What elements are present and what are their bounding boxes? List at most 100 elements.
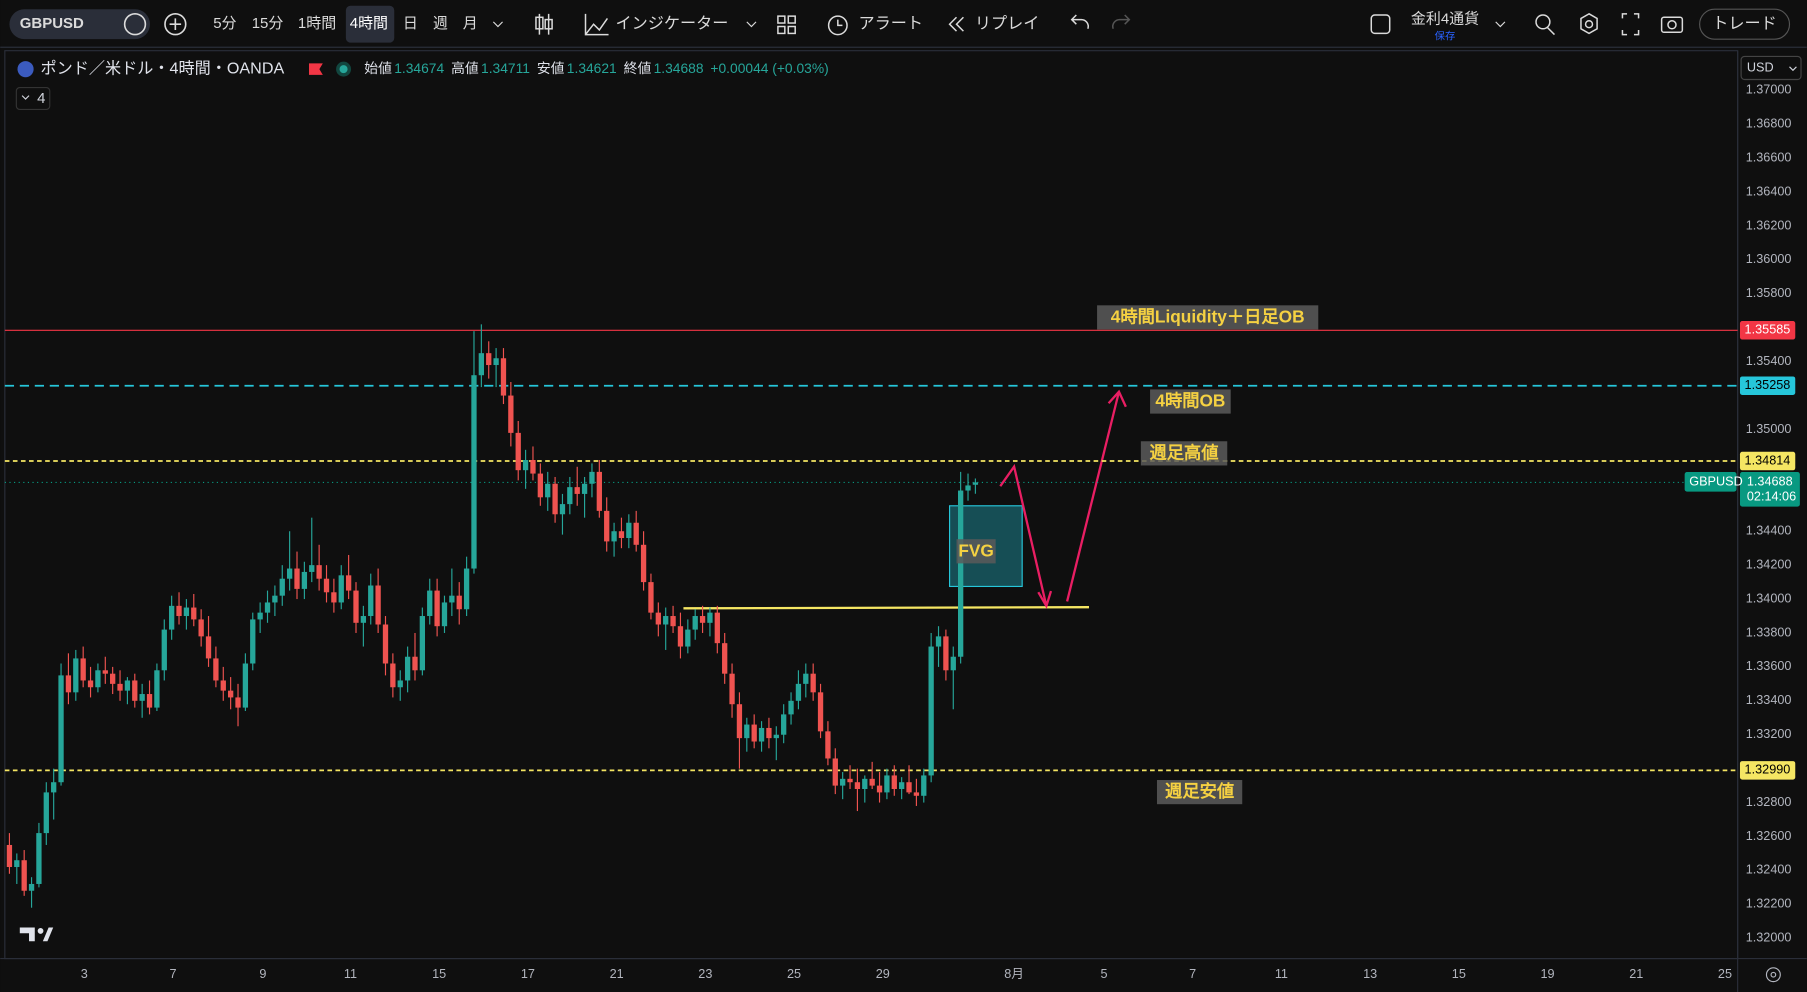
currency-select[interactable] [1740, 55, 1802, 81]
candle-body [913, 792, 920, 796]
indicator-count[interactable]: 4 [37, 90, 45, 107]
candle-body [257, 612, 263, 620]
candle-body [847, 778, 853, 783]
undo[interactable] [1070, 14, 1089, 30]
candle-body [73, 658, 79, 693]
candle-body [773, 734, 779, 739]
candle-body [14, 860, 20, 868]
symbol[interactable]: GBPUSD [20, 15, 84, 32]
y-tick-label: 1.32800 [1746, 795, 1792, 809]
templates-icon[interactable] [777, 15, 796, 35]
candle-body [43, 792, 49, 834]
interval-button[interactable]: 15分 [252, 15, 284, 32]
x-tick-label: 29 [876, 967, 890, 981]
toolbar-icons[interactable] [1535, 12, 1684, 36]
settings-icon[interactable] [1765, 967, 1781, 983]
candle-body [87, 680, 94, 688]
interval-button[interactable]: 週 [433, 15, 448, 32]
candle-body [692, 616, 698, 630]
support-line [683, 606, 1089, 610]
x-tick-label: 9 [259, 967, 266, 981]
candle-body [758, 727, 765, 742]
trade-button[interactable]: トレード [1712, 14, 1777, 32]
alert-button[interactable]: アラート [859, 14, 924, 32]
candle-body [124, 680, 131, 691]
layout-menu[interactable] [1495, 21, 1506, 28]
annotation-bg [1150, 389, 1231, 414]
x-tick-label: 5 [1100, 967, 1107, 981]
candle-body [722, 643, 728, 674]
candle-body [604, 510, 610, 542]
y-tick-label: 1.34400 [1746, 524, 1792, 538]
candle-body [832, 758, 838, 786]
candle-body [272, 595, 278, 603]
symbol-icon[interactable] [123, 13, 147, 36]
x-tick-label: 19 [1541, 967, 1555, 981]
candle-body [648, 582, 654, 613]
currency[interactable]: USD [1747, 60, 1774, 74]
candle-body [331, 592, 337, 603]
interval-button[interactable]: 月 [463, 15, 478, 32]
x-tick-label: 23 [698, 967, 712, 981]
candle-body [574, 487, 580, 494]
candle-body [21, 860, 27, 891]
annotation: 4時間OB [1155, 391, 1225, 411]
replay-button[interactable]: リプレイ [975, 14, 1039, 32]
redo[interactable] [1112, 14, 1131, 30]
candle-body [950, 656, 956, 671]
candle-body [699, 616, 706, 623]
candle-body [368, 585, 374, 617]
candle-body [176, 605, 182, 617]
candle-body [766, 727, 772, 739]
interval-button[interactable]: 5分 [213, 15, 236, 32]
candle-body [545, 483, 551, 498]
candle-body [6, 844, 13, 868]
y-tick-label: 1.33400 [1746, 693, 1792, 707]
toolbar [0, 0, 1807, 48]
collapse-icon[interactable] [21, 95, 30, 100]
candle-body [677, 626, 684, 647]
x-tick-label: 25 [787, 967, 801, 981]
legend-collapse[interactable] [15, 86, 51, 111]
interval-menu[interactable] [492, 21, 503, 28]
currency-menu[interactable] [1789, 66, 1797, 72]
symbol-tag-label: GBPUSD [1689, 475, 1742, 489]
legend-label: 終値 [624, 60, 652, 76]
candle-body [279, 578, 285, 596]
indicator-icon[interactable] [584, 13, 609, 36]
compare-icon[interactable] [169, 18, 182, 30]
candle-body [301, 571, 308, 589]
candle-body [626, 522, 632, 539]
candle-body [685, 629, 691, 647]
trade-button-frame[interactable] [1699, 8, 1791, 40]
interval-button[interactable]: 日 [403, 15, 418, 32]
layout-icon[interactable] [1370, 14, 1391, 35]
chart-type-icon[interactable] [535, 13, 553, 35]
save-status[interactable]: 保存 [1435, 30, 1456, 43]
candle-body [198, 619, 204, 637]
indicator-menu[interactable] [746, 21, 757, 28]
candle-body [449, 595, 455, 603]
candle-body [117, 683, 123, 691]
layout-name[interactable]: 金利4通貨 [1411, 11, 1479, 28]
status-dot [336, 61, 352, 77]
symbol-search[interactable] [9, 9, 150, 40]
interval-button[interactable]: 1時間 [298, 15, 336, 32]
candle-body [227, 690, 234, 698]
x-tick-label: 8月 [1004, 967, 1024, 981]
candle-body [65, 675, 72, 693]
candle-body [242, 663, 249, 708]
candle-body [965, 485, 971, 491]
candle-body [146, 694, 153, 708]
candle-body [707, 612, 713, 623]
replay-icon[interactable] [948, 16, 964, 32]
interval-button[interactable]: 4時間 [350, 15, 388, 32]
candle-body [729, 673, 735, 705]
legend-value: 1.34688 [654, 60, 704, 76]
compare-button[interactable] [164, 13, 187, 36]
price-level-label: 1.32990 [1745, 763, 1791, 777]
indicators-button[interactable]: インジケーター [615, 14, 728, 32]
alert-icon[interactable] [827, 15, 848, 36]
candle-body [213, 658, 219, 681]
